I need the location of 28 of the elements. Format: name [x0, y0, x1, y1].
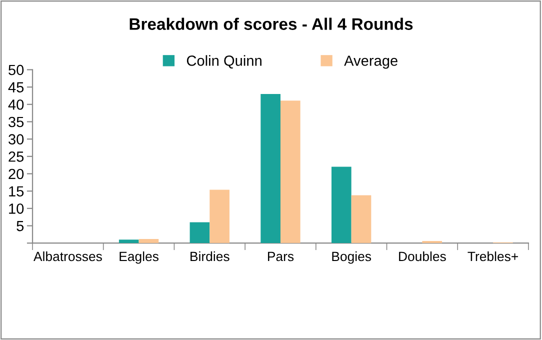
y-tick-label: 45 — [8, 82, 24, 92]
y-tick-label: 15 — [9, 186, 24, 197]
x-tick-label: Bogies — [332, 251, 372, 264]
y-tick-label: 35 — [8, 116, 24, 128]
bar — [280, 100, 300, 244]
legend-label: Average — [344, 56, 398, 69]
bar — [260, 94, 280, 244]
y-tick-label: 5 — [16, 221, 24, 232]
bar — [118, 240, 139, 244]
y-tick-label: 20 — [8, 168, 24, 180]
y-tick-label: 30 — [8, 134, 24, 144]
x-tick-label: Albatrosses — [34, 251, 102, 262]
y-tick-label: 50 — [8, 64, 24, 76]
x-tick-label: Trebles+ — [468, 251, 518, 262]
x-tick-label: Pars — [268, 252, 294, 262]
x-tick-label: Birdies — [190, 251, 230, 262]
x-tick-label: Eagles — [120, 251, 158, 264]
bar — [351, 195, 372, 244]
chart-title: Breakdown of scores - All 4 Rounds — [130, 18, 413, 30]
legend-label: Colin Quinn — [186, 55, 262, 68]
y-tick-label: 40 — [8, 99, 24, 110]
bar — [190, 222, 210, 244]
bar — [138, 238, 159, 244]
x-tick-label: Doubles — [399, 251, 446, 262]
y-tick-label: 25 — [8, 152, 24, 162]
y-tick-label: 10 — [9, 204, 24, 214]
bar — [210, 190, 230, 244]
bar — [331, 166, 352, 244]
